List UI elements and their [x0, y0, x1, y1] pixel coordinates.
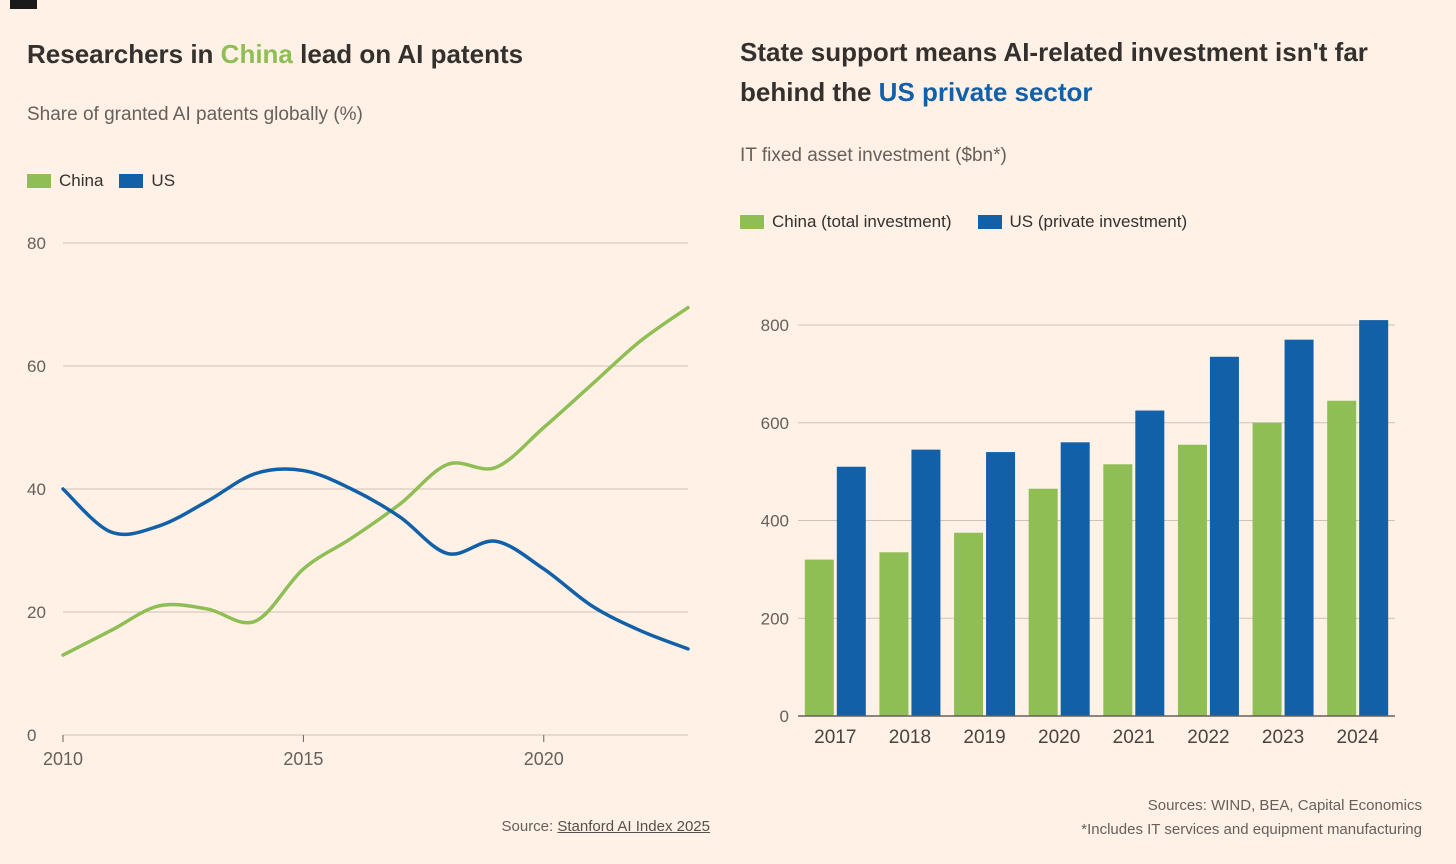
- left-title-highlight-china: China: [220, 39, 293, 69]
- legend-item-china: China: [27, 171, 103, 191]
- y-tick-label: 800: [761, 316, 789, 335]
- legend-label-china-total: China (total investment): [772, 212, 952, 231]
- x-category-label: 2021: [1113, 727, 1155, 748]
- bar-2023-china: [1252, 422, 1282, 716]
- legend-item-china-total: China (total investment): [740, 212, 952, 232]
- bar-2022-us: [1209, 356, 1239, 716]
- y-tick-label: 600: [761, 414, 789, 433]
- right-chart-legend: China (total investment) US (private inv…: [740, 212, 1187, 232]
- x-category-label: 2020: [1038, 727, 1080, 748]
- page-corner-mark: [10, 0, 37, 9]
- source-link-stanford-ai-index[interactable]: Stanford AI Index 2025: [557, 818, 710, 835]
- y-tick-label: 400: [761, 512, 789, 531]
- left-chart-subtitle: Share of granted AI patents globally (%): [27, 104, 363, 125]
- line-series-US: [61, 467, 690, 651]
- right-title-highlight-us-private-sector: US private sector: [878, 77, 1093, 107]
- x-category-label: 2017: [814, 727, 856, 748]
- bar-2019-china: [954, 532, 984, 716]
- left-chart-legend: China US: [27, 171, 175, 191]
- y-tick-label: 60: [27, 357, 46, 376]
- source-prefix: Source:: [501, 818, 558, 835]
- bar-2024-us: [1359, 320, 1389, 716]
- y-tick-label: 80: [27, 234, 46, 253]
- right-title-line1: State support means AI-related investmen…: [740, 37, 1368, 67]
- line-chart-canvas: 0 20 40 60 80 2010 2015 2020: [27, 234, 690, 769]
- x-category-label: 2023: [1262, 727, 1304, 748]
- bar-2019-us: [986, 452, 1016, 716]
- bar-2018-china: [879, 552, 909, 716]
- left-chart-title: Researchers in China lead on AI patents: [27, 34, 687, 74]
- x-tick-label: 2010: [43, 749, 83, 769]
- bar-2017-us: [836, 466, 866, 716]
- left-chart-source: Source: Stanford AI Index 2025: [27, 818, 711, 835]
- sources-line-1: Sources: WIND, BEA, Capital Economics: [1147, 797, 1422, 814]
- bar-2023-us: [1284, 339, 1314, 716]
- y-tick-label: 200: [761, 609, 789, 628]
- x-category-label: 2019: [963, 727, 1005, 748]
- right-title-line2-pre: behind the: [740, 77, 879, 107]
- right-chart-title: State support means AI-related investmen…: [740, 32, 1435, 112]
- legend-label-china: China: [59, 171, 104, 190]
- bar-2020-us: [1060, 442, 1090, 716]
- bar-2018-us: [911, 449, 941, 716]
- bar-2022-china: [1177, 444, 1207, 716]
- left-title-post: lead on AI patents: [292, 39, 524, 69]
- bar-2020-china: [1028, 488, 1058, 716]
- y-tick-label: 40: [27, 480, 46, 499]
- bar-2021-china: [1103, 464, 1133, 716]
- right-chart-subtitle: IT fixed asset investment ($bn*): [740, 145, 1007, 166]
- x-category-label: 2018: [889, 727, 931, 748]
- legend-label-us: US: [151, 171, 176, 190]
- legend-label-us-private: US (private investment): [1009, 212, 1188, 231]
- y-tick-label: 20: [27, 603, 46, 622]
- legend-item-us-private: US (private investment): [977, 212, 1188, 232]
- left-title-pre: Researchers in: [27, 39, 221, 69]
- line-series-China: [61, 305, 690, 657]
- bar-chart-canvas: 0 200 400 600 800 2017 2018 2019 2020 2021 2022 202…: [761, 316, 1395, 748]
- bar-2017-china: [804, 559, 834, 716]
- x-category-label: 2024: [1337, 727, 1380, 748]
- x-tick-label: 2020: [524, 749, 564, 769]
- sources-line-2: *Includes IT services and equipment manu…: [1081, 821, 1422, 838]
- legend-item-us: US: [119, 171, 175, 191]
- bar-2021-us: [1135, 410, 1165, 716]
- bar-2024-china: [1327, 400, 1357, 716]
- x-category-label: 2022: [1187, 727, 1229, 748]
- y-tick-label: 0: [27, 726, 36, 745]
- right-chart-sources: Sources: WIND, BEA, Capital Economics *I…: [740, 794, 1422, 842]
- us-private-legend-swatch: [977, 215, 1002, 229]
- y-tick-label: 0: [780, 707, 789, 726]
- x-tick-label: 2015: [283, 749, 323, 769]
- china-legend-swatch: [27, 174, 51, 188]
- us-legend-swatch: [119, 174, 144, 188]
- china-total-legend-swatch: [740, 215, 764, 229]
